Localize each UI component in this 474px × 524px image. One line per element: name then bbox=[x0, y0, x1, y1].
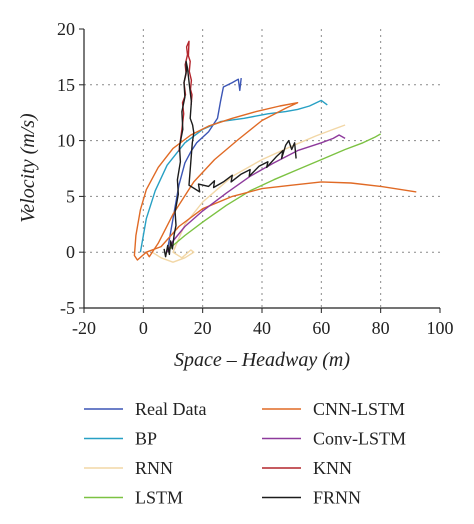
legend-label-cnn-lstm: CNN-LSTM bbox=[313, 399, 405, 419]
y-tick-label: 10 bbox=[57, 131, 75, 151]
tick-labels: -20 0 20 40 60 80 100 -5 0 5 10 15 20 bbox=[57, 19, 454, 338]
y-axis-label: Velocity (m/s) bbox=[17, 113, 39, 223]
series-line-lstm bbox=[166, 133, 382, 253]
y-tick-label: 20 bbox=[57, 19, 75, 39]
series-line-frnn bbox=[163, 60, 297, 258]
series-line-rnn bbox=[151, 124, 346, 263]
legend-label-rnn: RNN bbox=[135, 458, 173, 478]
series-line-real-data bbox=[166, 78, 242, 253]
grid bbox=[84, 29, 440, 308]
x-tick-label: -20 bbox=[72, 318, 96, 338]
y-tick-label: 0 bbox=[66, 242, 75, 262]
x-tick-label: 60 bbox=[312, 318, 330, 338]
legend: Real Data BP RNN LSTM CNN-LSTM Conv-LSTM KNN FR… bbox=[84, 399, 406, 508]
x-tick-label: 80 bbox=[372, 318, 390, 338]
x-tick-label: 100 bbox=[427, 318, 454, 338]
series-lines bbox=[133, 40, 417, 263]
axes bbox=[79, 28, 441, 313]
x-axis-label: Space – Headway (m) bbox=[174, 349, 350, 371]
legend-label-real-data: Real Data bbox=[135, 399, 206, 419]
legend-label-bp: BP bbox=[135, 429, 157, 449]
legend-label-knn: KNN bbox=[313, 458, 352, 478]
legend-label-frnn: FRNN bbox=[313, 488, 361, 508]
y-tick-label: -5 bbox=[60, 298, 75, 318]
legend-label-conv-lstm: Conv-LSTM bbox=[313, 429, 406, 449]
x-tick-label: 20 bbox=[194, 318, 212, 338]
series-line-bp bbox=[139, 99, 328, 253]
x-tick-label: 0 bbox=[139, 318, 148, 338]
y-tick-label: 15 bbox=[57, 75, 75, 95]
x-tick-label: 40 bbox=[253, 318, 271, 338]
series-line-conv-lstm bbox=[166, 134, 346, 253]
y-tick-label: 5 bbox=[66, 186, 75, 206]
legend-label-lstm: LSTM bbox=[135, 488, 183, 508]
series-line-cnn-lstm bbox=[133, 101, 417, 261]
